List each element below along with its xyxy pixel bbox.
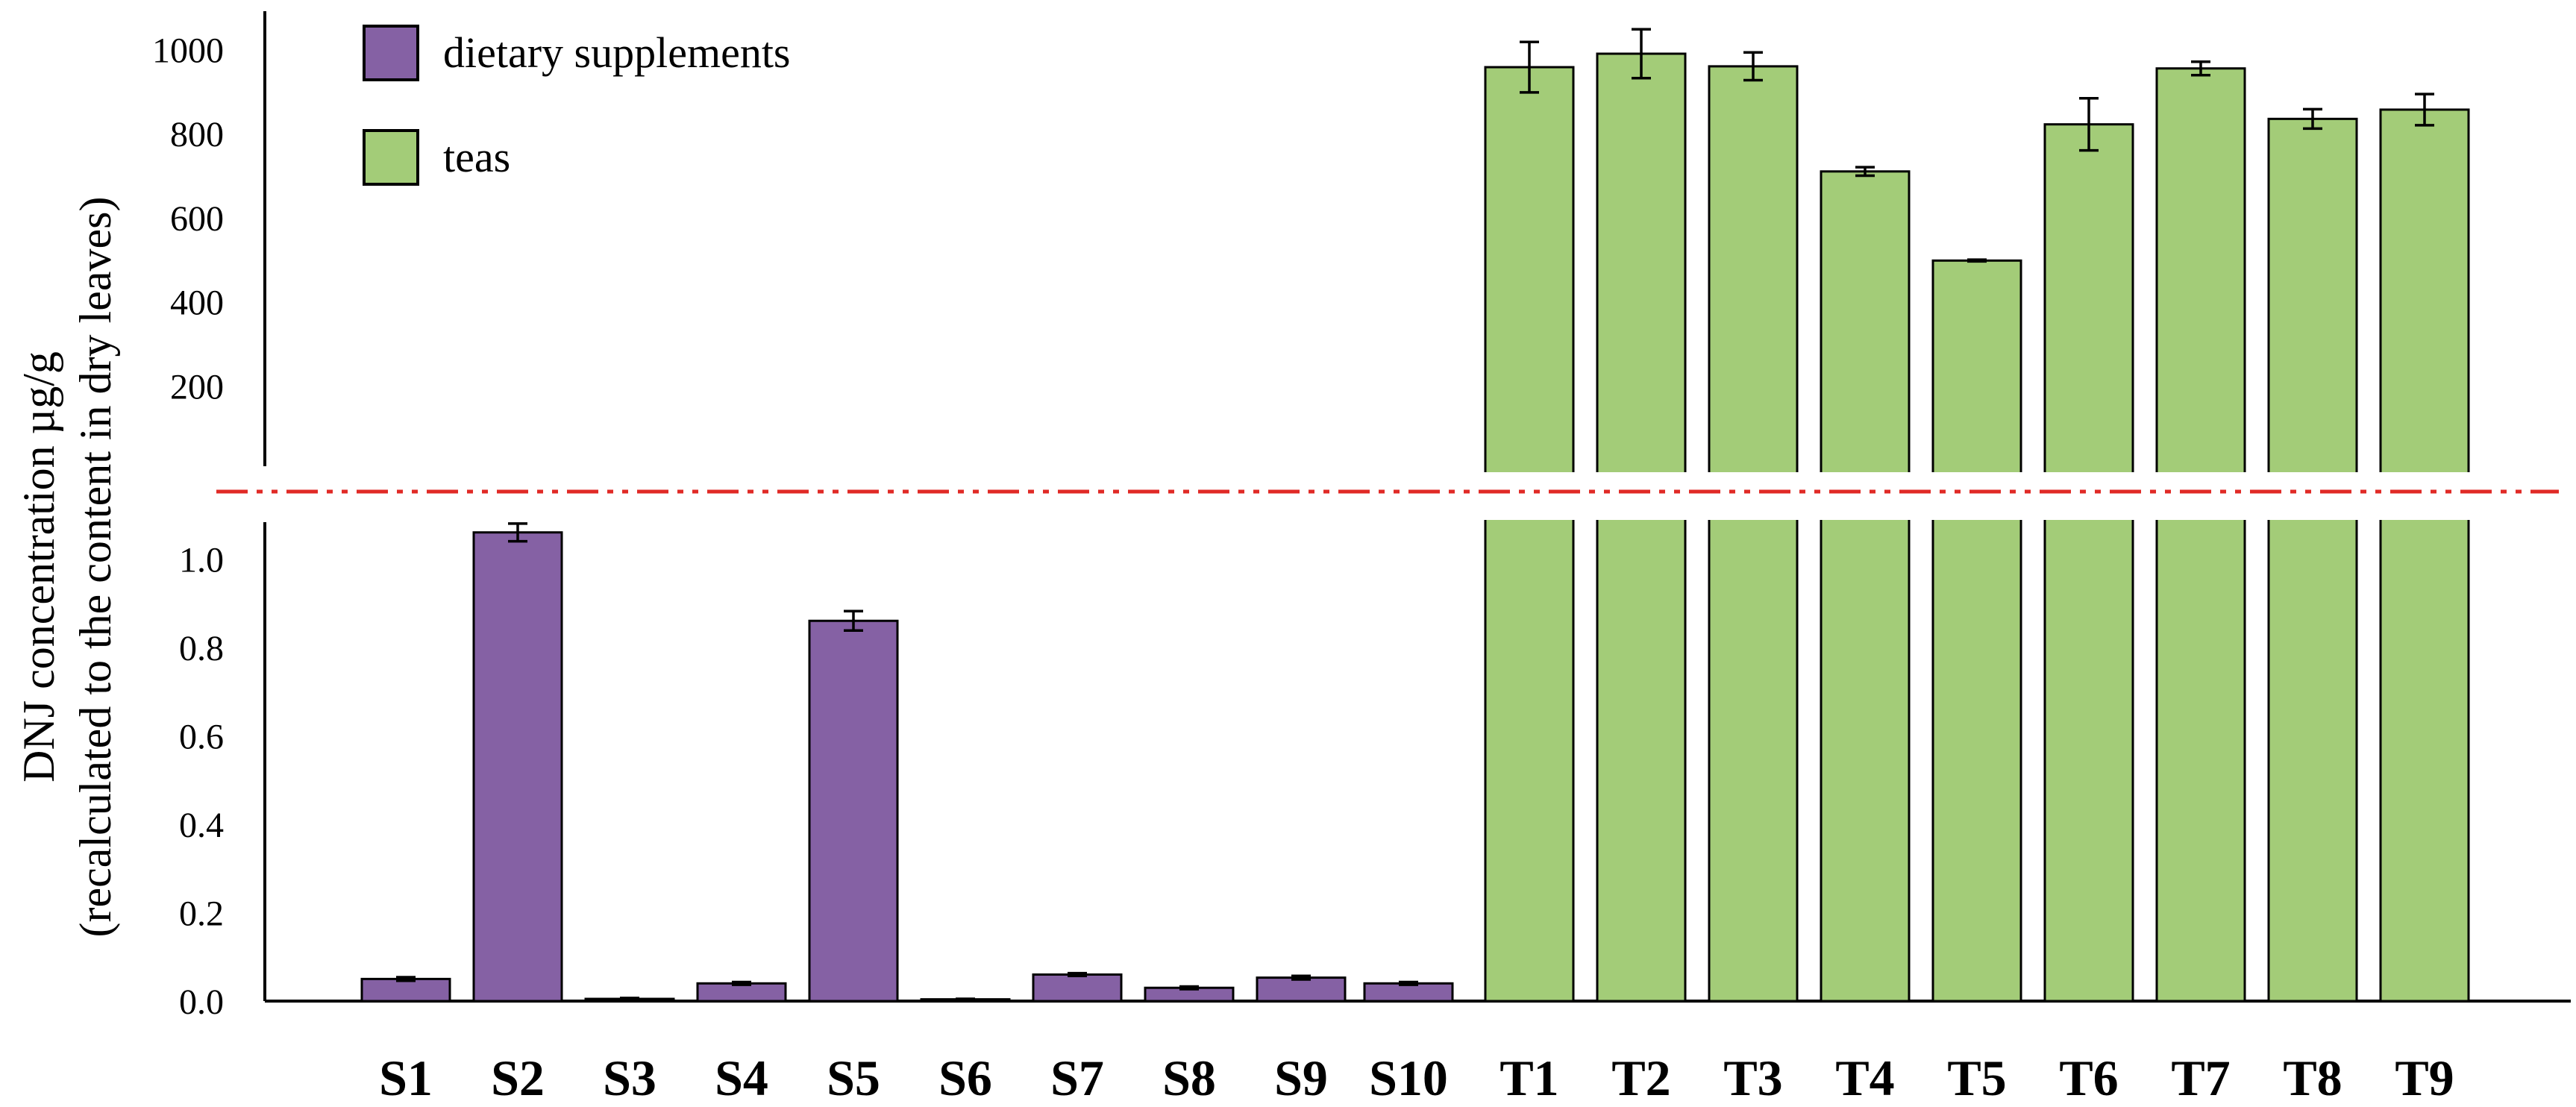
category-label-T6: T6 <box>2059 1050 2118 1106</box>
error-bars <box>396 28 2434 1001</box>
y-axis-title-line1: DNJ concentration µg/g <box>14 351 63 783</box>
category-label-T3: T3 <box>1723 1050 1782 1106</box>
category-label-T9: T9 <box>2395 1050 2454 1106</box>
y-tick-label-upper: 600 <box>170 199 224 239</box>
category-labels: S1 S2 S3 S4 S5 S6 S7 S8 S9 S10 T1 T2 T3 T4 T5 T6 T7 T8 T9 <box>379 1050 2454 1106</box>
bar-T3 <box>1708 65 1799 1003</box>
category-label-T1: T1 <box>1499 1050 1558 1106</box>
category-label-S4: S4 <box>715 1050 768 1106</box>
category-label-S9: S9 <box>1274 1050 1328 1106</box>
axis-break <box>0 472 2576 520</box>
legend-swatch-2 <box>363 129 419 186</box>
y-axis-title: DNJ concentration µg/g (recalculated to … <box>14 197 120 938</box>
axis-break-gap <box>0 472 2576 520</box>
y-axis-title-line2: (recalculated to the content in dry leav… <box>71 197 120 938</box>
y-tick-label-lower: 0.6 <box>179 717 224 756</box>
category-label-S7: S7 <box>1050 1050 1104 1106</box>
category-label-S6: S6 <box>938 1050 992 1106</box>
y-tick-label-upper: 800 <box>170 115 224 154</box>
tick-labels: 200 400 600 800 1000 0.0 0.2 0.4 0.6 0.8 1.0 <box>152 31 224 1022</box>
category-label-S10: S10 <box>1369 1050 1448 1106</box>
y-tick-label-lower: 0.2 <box>179 894 224 933</box>
legend-swatch-1 <box>363 25 419 81</box>
bar-T9 <box>2379 108 2470 1003</box>
bar-T1 <box>1484 66 1575 1003</box>
category-label-T7: T7 <box>2171 1050 2230 1106</box>
category-label-T8: T8 <box>2283 1050 2342 1106</box>
bar-S9 <box>1256 976 1347 1003</box>
bar-T8 <box>2267 117 2358 1003</box>
y-tick-label-lower: 0.4 <box>179 806 224 845</box>
bar-S10 <box>1363 982 1454 1003</box>
bar-S4 <box>696 982 787 1003</box>
bar-T7 <box>2155 67 2246 1003</box>
y-tick-label-lower: 1.0 <box>179 540 224 580</box>
bar-T5 <box>1931 259 2022 1003</box>
category-label-T5: T5 <box>1947 1050 2006 1106</box>
legend-label-1: dietary supplements <box>443 28 791 77</box>
category-label-S8: S8 <box>1162 1050 1216 1106</box>
bar-T6 <box>2043 123 2134 1003</box>
category-label-T2: T2 <box>1611 1050 1670 1106</box>
bar-T4 <box>1820 170 1911 1003</box>
legend-label-2: teas <box>443 133 510 181</box>
y-tick-label-upper: 200 <box>170 367 224 407</box>
category-label-S1: S1 <box>379 1050 433 1106</box>
bar-T2 <box>1596 52 1687 1003</box>
bar-S1 <box>360 977 451 1003</box>
y-tick-label-lower: 0.0 <box>179 982 224 1022</box>
bar-S7 <box>1032 973 1123 1003</box>
category-label-T4: T4 <box>1835 1050 1894 1106</box>
bars <box>360 52 2470 1003</box>
category-label-S5: S5 <box>827 1050 880 1106</box>
y-tick-label-upper: 400 <box>170 283 224 323</box>
category-label-S2: S2 <box>491 1050 545 1106</box>
category-label-S3: S3 <box>603 1050 656 1106</box>
bar-S2 <box>472 531 563 1003</box>
legend: dietary supplements teas <box>363 25 791 186</box>
y-tick-label-upper: 1000 <box>152 31 224 70</box>
y-tick-label-lower: 0.8 <box>179 629 224 668</box>
bar-S5 <box>808 619 899 1003</box>
